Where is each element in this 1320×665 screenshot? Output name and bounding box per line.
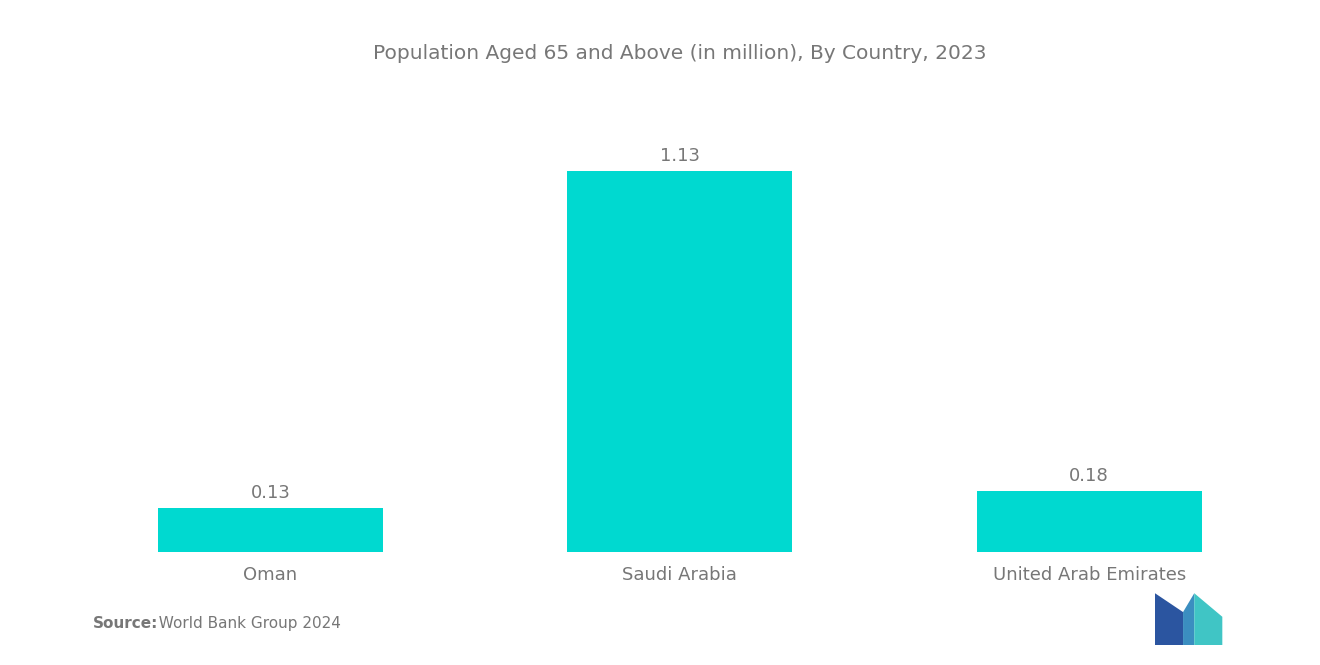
Text: 0.18: 0.18 <box>1069 467 1109 485</box>
Bar <box>158 508 383 552</box>
Text: World Bank Group 2024: World Bank Group 2024 <box>149 616 341 632</box>
Text: 1.13: 1.13 <box>660 147 700 165</box>
Text: Source:: Source: <box>92 616 158 632</box>
Text: 0.13: 0.13 <box>251 484 290 502</box>
Bar <box>977 491 1201 552</box>
Title: Population Aged 65 and Above (in million), By Country, 2023: Population Aged 65 and Above (in million… <box>374 44 986 63</box>
Bar <box>568 171 792 552</box>
